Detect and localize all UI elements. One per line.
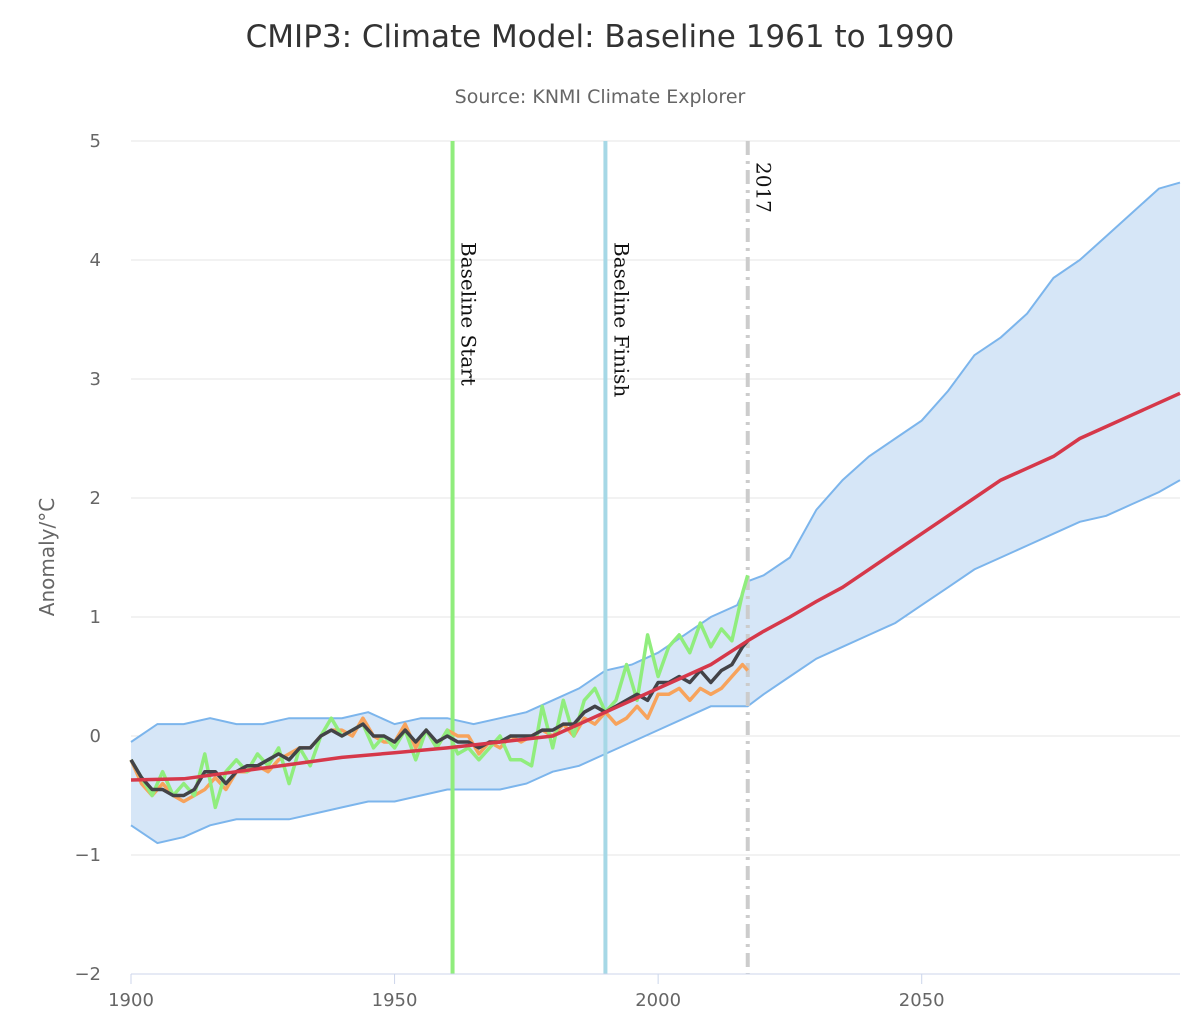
range-lower-line [130, 479, 1181, 845]
y-tick-label: 2 [90, 488, 101, 509]
series-line [130, 391, 1181, 782]
y-tick-label: 3 [90, 369, 101, 390]
y-tick-label: −1 [74, 845, 101, 866]
series-lines [129, 391, 1181, 810]
y-tick-label: 1 [90, 607, 101, 628]
y-tick-label: 0 [90, 726, 101, 747]
plot-lines: Baseline Start Baseline Finish 2017 [450, 141, 776, 974]
plot-line-label: 2017 [752, 162, 776, 213]
gridlines [131, 140, 1180, 975]
range-area [131, 182, 1180, 844]
y-axis-label: Anomaly/°C [35, 498, 59, 616]
x-tick-label: 1950 [372, 990, 418, 1011]
y-tick-label: 5 [90, 131, 101, 152]
x-tick-label: 2000 [635, 990, 681, 1011]
range-band [130, 181, 1181, 845]
chart-title: CMIP3: Climate Model: Baseline 1961 to 1… [246, 19, 955, 55]
plot-line-label: Baseline Start [457, 242, 481, 386]
x-tick-label: 2050 [899, 990, 945, 1011]
axes: −2 −1 0 1 2 3 4 5 1900 1950 2000 2050 [74, 131, 1180, 1011]
chart-subtitle: Source: KNMI Climate Explorer [455, 86, 746, 108]
y-tick-label: −2 [74, 964, 101, 985]
x-tick-label: 1900 [108, 990, 154, 1011]
plot-line-label: Baseline Finish [609, 242, 633, 397]
y-tick-label: 4 [90, 250, 101, 271]
